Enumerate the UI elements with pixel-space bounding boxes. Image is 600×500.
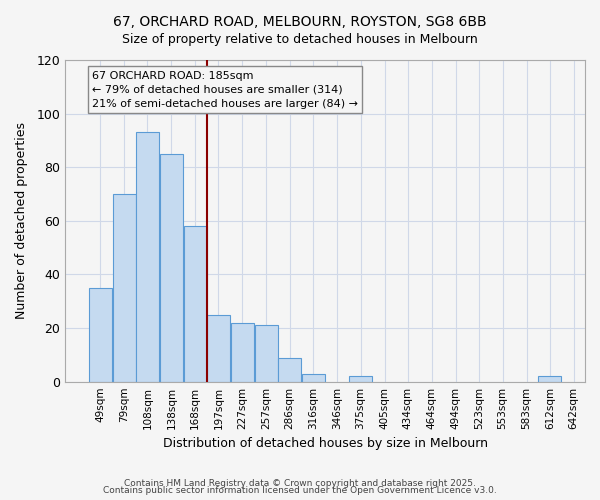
Bar xyxy=(184,226,207,382)
Bar xyxy=(349,376,372,382)
X-axis label: Distribution of detached houses by size in Melbourn: Distribution of detached houses by size … xyxy=(163,437,488,450)
Bar xyxy=(302,374,325,382)
Text: Size of property relative to detached houses in Melbourn: Size of property relative to detached ho… xyxy=(122,32,478,46)
Bar xyxy=(136,132,159,382)
Text: Contains HM Land Registry data © Crown copyright and database right 2025.: Contains HM Land Registry data © Crown c… xyxy=(124,478,476,488)
Text: Contains public sector information licensed under the Open Government Licence v3: Contains public sector information licen… xyxy=(103,486,497,495)
Bar xyxy=(538,376,562,382)
Bar xyxy=(207,314,230,382)
Bar xyxy=(231,322,254,382)
Bar xyxy=(160,154,183,382)
Bar xyxy=(113,194,136,382)
Y-axis label: Number of detached properties: Number of detached properties xyxy=(15,122,28,320)
Bar xyxy=(255,326,278,382)
Text: 67 ORCHARD ROAD: 185sqm
← 79% of detached houses are smaller (314)
21% of semi-d: 67 ORCHARD ROAD: 185sqm ← 79% of detache… xyxy=(92,70,358,108)
Bar xyxy=(89,288,112,382)
Text: 67, ORCHARD ROAD, MELBOURN, ROYSTON, SG8 6BB: 67, ORCHARD ROAD, MELBOURN, ROYSTON, SG8… xyxy=(113,15,487,29)
Bar xyxy=(278,358,301,382)
